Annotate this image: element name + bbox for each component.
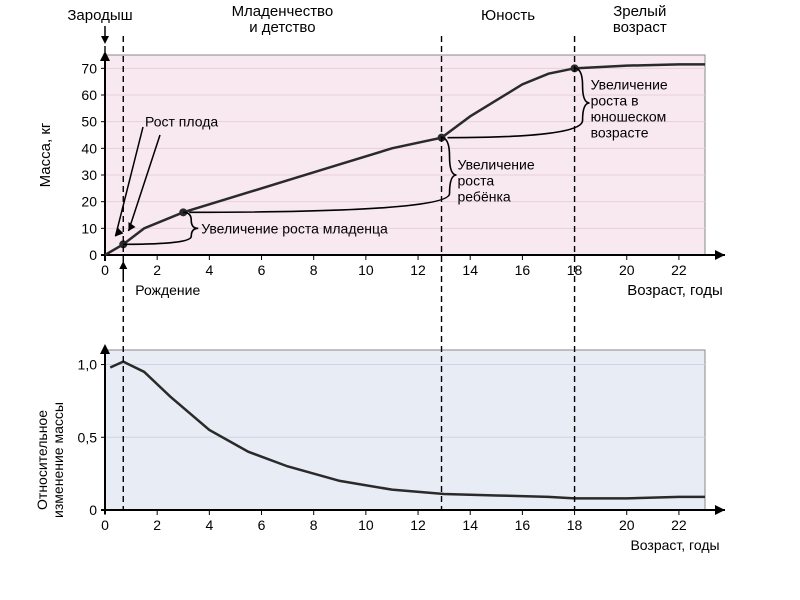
svg-text:10: 10 bbox=[81, 220, 97, 236]
svg-text:Рост плода: Рост плода bbox=[145, 114, 218, 130]
svg-text:12: 12 bbox=[410, 262, 426, 278]
svg-text:50: 50 bbox=[81, 114, 97, 130]
svg-text:40: 40 bbox=[81, 140, 97, 156]
svg-text:16: 16 bbox=[515, 262, 531, 278]
svg-text:Юность: Юность bbox=[481, 7, 535, 24]
svg-text:Масса, кг: Масса, кг bbox=[37, 122, 54, 187]
svg-text:20: 20 bbox=[81, 194, 97, 210]
svg-text:Зародыш: Зародыш bbox=[67, 7, 132, 24]
svg-text:0: 0 bbox=[89, 502, 97, 518]
svg-text:16: 16 bbox=[515, 517, 531, 533]
svg-text:30: 30 bbox=[81, 167, 97, 183]
svg-text:14: 14 bbox=[462, 517, 478, 533]
svg-text:12: 12 bbox=[410, 517, 426, 533]
svg-text:10: 10 bbox=[358, 262, 374, 278]
svg-text:4: 4 bbox=[205, 262, 213, 278]
svg-text:22: 22 bbox=[671, 262, 687, 278]
svg-text:6: 6 bbox=[258, 517, 266, 533]
svg-text:8: 8 bbox=[310, 262, 318, 278]
svg-text:1,0: 1,0 bbox=[78, 357, 98, 373]
svg-text:Младенчествои детство: Младенчествои детство bbox=[232, 3, 334, 36]
svg-text:0: 0 bbox=[101, 262, 109, 278]
svg-text:4: 4 bbox=[205, 517, 213, 533]
svg-text:18: 18 bbox=[567, 517, 583, 533]
svg-text:Увеличение роста младенца: Увеличение роста младенца bbox=[201, 220, 388, 236]
svg-text:2: 2 bbox=[153, 517, 161, 533]
svg-text:0: 0 bbox=[101, 517, 109, 533]
svg-text:20: 20 bbox=[619, 517, 635, 533]
svg-text:6: 6 bbox=[258, 262, 266, 278]
svg-text:Возраст, годы: Возраст, годы bbox=[627, 282, 722, 299]
svg-text:70: 70 bbox=[81, 60, 97, 76]
svg-text:0: 0 bbox=[89, 247, 97, 263]
chart-container: { "top_labels": { "embryo": "Зародыш", "… bbox=[0, 0, 800, 600]
svg-text:8: 8 bbox=[310, 517, 318, 533]
svg-text:22: 22 bbox=[671, 517, 687, 533]
svg-text:10: 10 bbox=[358, 517, 374, 533]
svg-text:0,5: 0,5 bbox=[78, 429, 98, 445]
svg-text:Возраст, годы: Возраст, годы bbox=[630, 537, 719, 553]
svg-text:Относительноеизменение массы: Относительноеизменение массы bbox=[34, 402, 66, 518]
svg-text:2: 2 bbox=[153, 262, 161, 278]
svg-text:14: 14 bbox=[462, 262, 478, 278]
svg-text:20: 20 bbox=[619, 262, 635, 278]
chart-svg: 0102030405060700246810121416182022Масса,… bbox=[0, 0, 800, 600]
svg-text:60: 60 bbox=[81, 87, 97, 103]
svg-text:Зрелыйвозраст: Зрелыйвозраст bbox=[613, 3, 667, 36]
svg-text:Рождение: Рождение bbox=[135, 282, 200, 298]
